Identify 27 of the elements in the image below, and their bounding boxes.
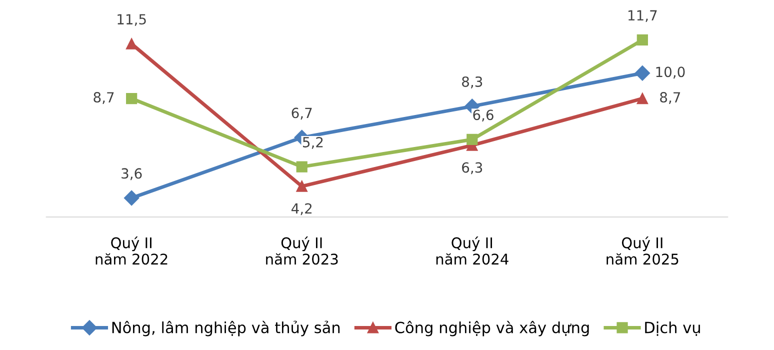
data-label: 6,6	[473, 110, 494, 122]
point	[124, 190, 140, 206]
data-label: 11,5	[118, 14, 146, 26]
point	[466, 134, 478, 146]
data-label: 4,2	[291, 203, 312, 216]
x-tick-label: Quý II năm 2024	[436, 236, 508, 265]
data-label: 11,7	[628, 10, 657, 22]
data-label: 6,3	[462, 162, 482, 174]
legend-label: Dịch vụ	[645, 321, 700, 336]
point	[296, 161, 308, 172]
data-label: 5,2	[303, 136, 323, 149]
x-tick-label: Quý II năm 2022	[96, 236, 168, 265]
legend-label: Nông, lâm nghiệp và thủy sản	[112, 320, 340, 336]
legend-label: Công nghiệp và xây dựng	[395, 320, 589, 336]
point	[296, 180, 308, 192]
data-label: 8,3	[462, 76, 482, 88]
data-label: 6,7	[292, 108, 312, 120]
point	[126, 92, 138, 104]
point	[636, 92, 648, 104]
data-label: 3,6	[122, 168, 142, 180]
point	[634, 66, 650, 81]
x-tick-label: Quý II năm 2025	[606, 236, 678, 265]
point	[636, 34, 648, 46]
data-label: 8,7	[660, 92, 680, 104]
data-label: 8,7	[94, 92, 114, 104]
data-label: 10,0	[656, 66, 685, 79]
x-tick-label: Quý II năm 2023	[266, 236, 338, 265]
